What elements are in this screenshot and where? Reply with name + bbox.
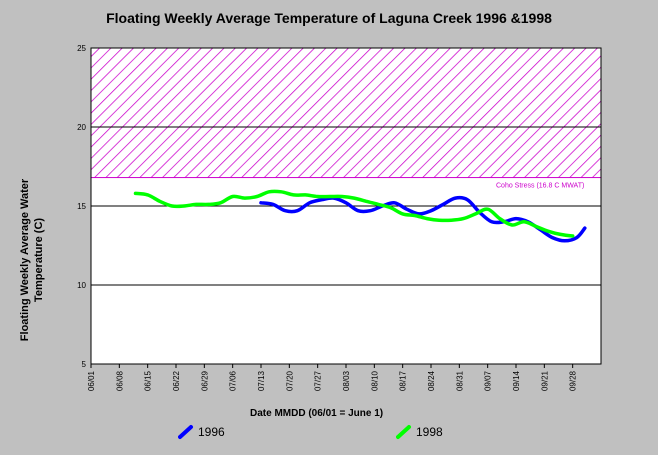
legend-label-1996: 1996 bbox=[198, 425, 225, 439]
legend-item-1998: 1998 bbox=[396, 424, 443, 440]
x-tick-label: 08/17 bbox=[399, 370, 408, 391]
x-tick-label: 09/28 bbox=[569, 370, 578, 391]
y-tick-label: 5 bbox=[82, 360, 87, 369]
y-tick-label: 20 bbox=[77, 123, 86, 132]
x-axis-ticks: 06/01 06/08 06/15 06/22 06/29 07/06 07/13 07/20… bbox=[87, 364, 578, 391]
x-tick-label: 06/22 bbox=[172, 370, 181, 391]
x-tick-label: 06/08 bbox=[115, 370, 124, 391]
chart-title: Floating Weekly Average Temperature of L… bbox=[106, 10, 552, 26]
x-tick-label: 06/01 bbox=[87, 370, 96, 391]
x-tick-label: 08/10 bbox=[370, 370, 379, 391]
series-line-1998 bbox=[133, 189, 575, 238]
y-axis-label: Floating Weekly Average Water Temperatur… bbox=[19, 178, 45, 342]
y-tick-label: 10 bbox=[77, 281, 86, 290]
plot-frame bbox=[90, 47, 602, 365]
y-tick-label: 25 bbox=[77, 44, 86, 53]
y-axis-ticks: 5 10 15 20 25 bbox=[77, 44, 86, 369]
x-tick-label: 09/07 bbox=[484, 370, 493, 391]
x-tick-label: 08/24 bbox=[427, 370, 436, 391]
x-tick-label: 09/14 bbox=[512, 370, 521, 391]
legend-label-1998: 1998 bbox=[416, 425, 443, 439]
x-tick-label: 06/15 bbox=[144, 370, 153, 391]
x-tick-label: 08/03 bbox=[342, 370, 351, 391]
series-layer bbox=[133, 189, 587, 243]
x-tick-label: 07/13 bbox=[257, 370, 266, 391]
y-tick-label: 15 bbox=[77, 202, 86, 211]
x-tick-label: 09/21 bbox=[540, 370, 549, 391]
x-tick-label: 07/20 bbox=[285, 370, 294, 391]
blue-dash-icon bbox=[178, 425, 193, 439]
x-tick-label: 07/06 bbox=[229, 370, 238, 391]
x-axis-label: Date MMDD (06/01 = June 1) bbox=[250, 408, 384, 419]
x-tick-label: 07/27 bbox=[314, 370, 323, 391]
coho-stress-label: Coho Stress (16.8 C MWAT) bbox=[496, 183, 584, 190]
coho-stress-band bbox=[90, 47, 602, 179]
green-dash-icon bbox=[396, 425, 411, 439]
legend-item-1996: 1996 bbox=[178, 424, 225, 440]
x-tick-label: 06/29 bbox=[200, 370, 209, 391]
x-tick-label: 08/31 bbox=[455, 370, 464, 391]
